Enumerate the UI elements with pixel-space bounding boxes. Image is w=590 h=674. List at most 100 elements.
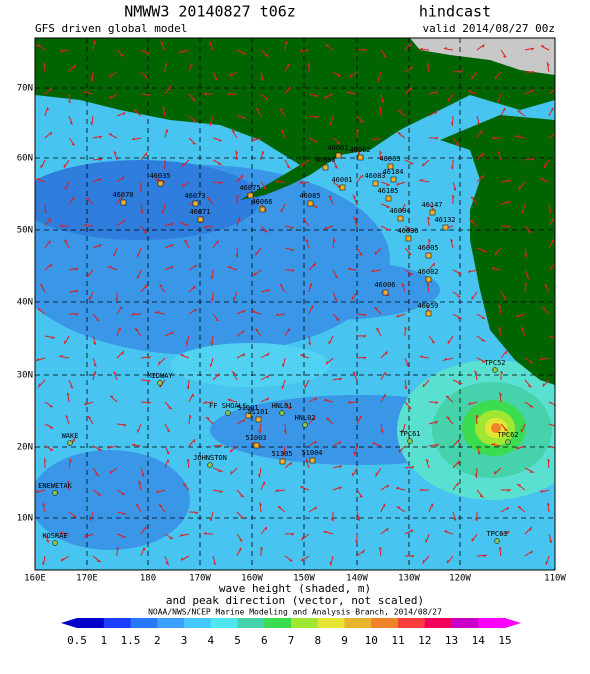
wind-vector (524, 225, 532, 234)
station-label: 46073 (184, 192, 205, 200)
wind-vector (284, 401, 291, 410)
wind-vector (497, 151, 502, 161)
wind-vector (428, 91, 438, 95)
wind-vector (470, 196, 478, 205)
wind-vector (164, 62, 168, 73)
wind-vector (548, 107, 554, 117)
colorbar-swatch (77, 618, 105, 628)
wind-vector (524, 157, 535, 161)
wind-vector (68, 93, 71, 104)
wind-vector (476, 130, 483, 139)
wind-vector (547, 502, 550, 513)
wind-vector (178, 533, 190, 537)
wind-vector (500, 179, 512, 183)
wind-vector (332, 291, 338, 302)
wind-vector (255, 107, 262, 117)
wind-vector (471, 533, 478, 542)
wind-vector (92, 555, 102, 563)
wind-vector (164, 445, 170, 455)
colorbar-label: 15 (498, 634, 511, 647)
wind-vector (468, 401, 478, 406)
wind-vector (356, 511, 361, 521)
station-label: 46070 (112, 191, 133, 199)
station-label: 46066 (251, 198, 272, 206)
wind-vector (428, 420, 438, 425)
wind-vector (36, 357, 46, 362)
wind-vector (332, 486, 342, 491)
wind-vector (397, 132, 406, 139)
wind-vector (301, 555, 310, 562)
wind-vector (178, 49, 190, 54)
wind-vector (356, 415, 362, 425)
wind-vector (404, 379, 407, 390)
wind-vector (428, 137, 439, 140)
wind-vector (44, 87, 53, 95)
wind-vector (404, 269, 413, 276)
wind-vector (548, 401, 555, 407)
wind-vector (308, 137, 318, 143)
wind-vector (164, 265, 174, 271)
wind-vector (328, 195, 334, 205)
wind-vector (233, 291, 238, 301)
wind-vector (517, 110, 526, 117)
wind-vector (212, 159, 223, 165)
wind-vector (68, 115, 73, 125)
station-label: ENEWETAK (38, 482, 73, 490)
wind-vector (164, 244, 174, 249)
wind-vector (500, 350, 508, 359)
wind-vector (452, 291, 461, 298)
wind-vector (308, 93, 318, 98)
wind-vector (380, 423, 384, 434)
wind-vector (471, 291, 478, 300)
wind-vector (188, 511, 199, 515)
station-marker (494, 538, 500, 544)
colorbar-label: 13 (445, 634, 458, 647)
colorbar-label: 3 (181, 634, 188, 647)
station-label: 46082 (349, 146, 370, 154)
wind-vector (212, 313, 219, 322)
wind-vector (260, 93, 269, 101)
wind-vector (108, 93, 118, 100)
wind-vector (491, 267, 502, 271)
wind-vector (452, 313, 463, 319)
wind-vector (352, 194, 358, 205)
wind-vector (445, 416, 454, 425)
wind-vector (92, 244, 102, 249)
wind-vector (109, 467, 118, 474)
wind-vector (109, 395, 118, 403)
station-marker (225, 410, 231, 416)
wind-vector (140, 284, 148, 293)
wind-vector (253, 269, 262, 276)
station-label: 46083 (364, 172, 385, 180)
wind-vector (162, 106, 166, 117)
wind-vector (404, 326, 408, 337)
wind-vector (236, 511, 246, 520)
wind-vector (159, 284, 166, 293)
wind-vector (116, 327, 121, 337)
wind-vector (452, 70, 464, 74)
wind-vector (44, 457, 47, 469)
wind-vector (524, 247, 528, 258)
wind-vector (329, 115, 334, 125)
station-marker (197, 216, 204, 223)
wind-vector (236, 174, 244, 183)
wind-vector (356, 335, 367, 338)
wind-vector (356, 174, 363, 183)
wind-vector (203, 531, 214, 535)
wind-vector (328, 335, 334, 345)
wind-vector (524, 379, 533, 388)
wind-vector (92, 489, 103, 496)
wind-vector (59, 224, 70, 227)
wind-vector (281, 129, 286, 139)
colorbar-swatch (103, 618, 131, 628)
station-label: TPC62 (497, 431, 518, 439)
wind-vector (380, 181, 390, 186)
wind-vector (330, 511, 334, 522)
wind-vector (332, 159, 339, 170)
wind-vector (445, 395, 454, 403)
wind-vector (443, 47, 454, 51)
wind-vector (476, 44, 485, 51)
station-label: 46071 (189, 208, 210, 216)
wind-vector (35, 44, 46, 51)
colorbar-end (505, 618, 521, 628)
